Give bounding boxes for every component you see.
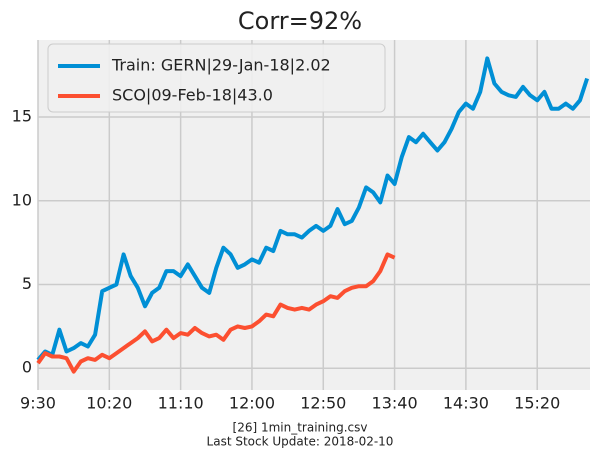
x-tick-label: 12:00 xyxy=(229,394,275,413)
footer: Last Stock Update: 2018-02-10 xyxy=(207,435,394,449)
chart-title: Corr=92% xyxy=(238,7,362,35)
legend-box xyxy=(47,43,386,113)
legend-label: SCO|09-Feb-18|43.0 xyxy=(112,86,273,105)
y-tick-label: 15 xyxy=(12,107,32,126)
data-line xyxy=(36,252,396,374)
x-tick-label: 12:50 xyxy=(300,394,346,413)
y-tick-label: 5 xyxy=(22,274,32,293)
x-tick-label: 10:20 xyxy=(86,394,132,413)
legend-label: Train: GERN|29-Jan-18|2.02 xyxy=(111,56,331,75)
x-tick-label: 14:30 xyxy=(443,394,489,413)
y-tick-label: 10 xyxy=(12,190,32,209)
y-tick-label: 0 xyxy=(22,358,32,377)
x-tick-label: 13:40 xyxy=(372,394,418,413)
x-tick-label: 11:10 xyxy=(158,394,204,413)
data-line xyxy=(36,56,590,362)
x-tick-label: 9:30 xyxy=(20,394,56,413)
footer: [26] 1min_training.csv xyxy=(233,421,368,435)
x-tick-label: 15:20 xyxy=(514,394,560,413)
